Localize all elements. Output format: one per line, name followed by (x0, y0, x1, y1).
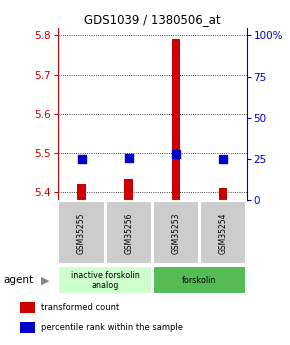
Bar (59, 266, 152, 294)
Title: GDS1039 / 1380506_at: GDS1039 / 1380506_at (84, 13, 221, 27)
Bar (153, 266, 246, 294)
Text: forskolin: forskolin (182, 276, 217, 285)
Point (79, 157, 84, 162)
Text: GSM35256: GSM35256 (124, 212, 133, 254)
Bar (20, 302, 35, 313)
Bar (153, 201, 199, 264)
Text: ▶: ▶ (41, 275, 49, 285)
Text: agent: agent (3, 275, 33, 285)
Bar (106, 201, 152, 264)
Point (173, 151, 178, 157)
Text: GSM35255: GSM35255 (77, 212, 86, 254)
Bar (124, 179, 133, 200)
Point (221, 156, 225, 162)
Bar (172, 39, 180, 200)
Text: inactive forskolin
analog: inactive forskolin analog (71, 270, 139, 290)
Text: GSM35254: GSM35254 (218, 212, 227, 254)
Text: transformed count: transformed count (41, 303, 120, 312)
Bar (77, 185, 86, 200)
Bar (20, 322, 35, 334)
Bar (200, 201, 246, 264)
Bar (219, 188, 227, 200)
Point (126, 155, 131, 161)
Text: percentile rank within the sample: percentile rank within the sample (41, 323, 184, 333)
Text: GSM35253: GSM35253 (171, 212, 180, 254)
Bar (59, 201, 105, 264)
